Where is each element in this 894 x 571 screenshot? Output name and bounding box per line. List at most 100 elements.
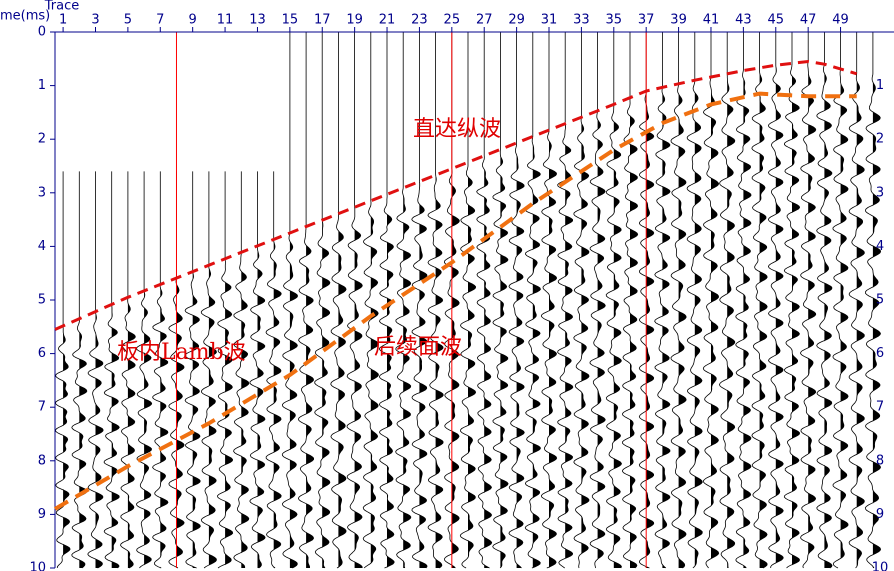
x-tick-label: 13	[249, 13, 266, 28]
annotation: 板内Lamb波	[117, 340, 246, 365]
y-tick-label: 4	[38, 239, 46, 254]
x-tick-label: 33	[573, 13, 590, 28]
y-tick-label: 0	[38, 25, 46, 40]
wiggle-fill	[630, 32, 638, 568]
wiggle-fill	[435, 32, 444, 568]
wiggle-trace	[249, 171, 266, 569]
wiggle-fill	[565, 32, 573, 568]
wiggle-trace	[136, 171, 153, 569]
wiggle-trace	[103, 171, 120, 569]
arrival-curve	[53, 91, 857, 511]
wiggle-trace	[427, 32, 444, 569]
wiggle-trace	[184, 171, 201, 569]
wiggle-fill	[694, 32, 703, 568]
x-tick-label: 45	[767, 13, 784, 28]
wiggle-fill	[484, 32, 492, 568]
annotation: 后续面波	[374, 335, 462, 360]
wiggle-trace	[411, 32, 428, 569]
x-tick-label: 27	[476, 13, 493, 28]
x-tick-label: 21	[379, 13, 396, 28]
wiggle-trace	[71, 171, 88, 569]
wiggle-fill	[111, 171, 120, 568]
y-tick-label: 10	[29, 561, 46, 571]
wiggle-fill	[144, 171, 152, 568]
wiggle-trace	[702, 32, 720, 569]
x-tick-label: 9	[189, 13, 197, 28]
wiggle-trace	[508, 32, 525, 569]
x-tick-label: 29	[508, 13, 525, 28]
wiggle-trace	[751, 32, 768, 569]
wiggle-fill	[79, 171, 87, 568]
x-tick-label: 25	[444, 13, 461, 28]
y-tick-label: 5	[38, 293, 46, 308]
wiggle-fill	[95, 171, 104, 568]
wiggle-fill	[208, 171, 217, 568]
wiggle-trace	[476, 32, 493, 569]
annotation: 直达纵波	[413, 117, 501, 142]
wiggle-trace	[686, 32, 703, 569]
wiggle-fill	[662, 32, 671, 568]
x-tick-label: 1	[59, 13, 67, 28]
wiggle-trace	[848, 32, 865, 569]
wiggle-trace	[557, 32, 574, 569]
y-tick-label-right: 2	[876, 132, 884, 147]
wiggle-fill	[63, 171, 71, 568]
y-tick-label-right: 10	[872, 561, 889, 571]
wiggle-trace	[621, 32, 639, 569]
wiggle-trace	[735, 32, 752, 569]
wiggle-fill	[872, 32, 881, 568]
wiggle-trace	[314, 32, 331, 569]
y-tick-label-right: 7	[876, 400, 884, 415]
wiggle-fill	[532, 32, 541, 568]
wiggle-trace	[297, 32, 314, 568]
wiggle-trace	[767, 32, 784, 568]
y-tick-label: 3	[38, 185, 46, 200]
wiggle-fill	[289, 32, 298, 568]
y-tick-label: 7	[38, 400, 46, 415]
y-axis-title: me(ms)	[0, 9, 50, 24]
x-axis-title: Trace	[44, 0, 80, 14]
wiggle-fill	[808, 32, 816, 568]
wiggle-trace	[233, 171, 250, 568]
wiggle-fill	[581, 32, 589, 568]
wiggle-trace	[330, 32, 347, 569]
wiggle-fill	[613, 32, 622, 568]
wiggle-fill	[856, 32, 865, 568]
wiggle-fill	[743, 32, 751, 568]
wiggle-trace	[670, 32, 687, 569]
wiggle-fill	[792, 32, 800, 568]
x-tick-label: 3	[91, 13, 99, 28]
wiggle-fill	[597, 32, 606, 568]
y-tick-label: 2	[38, 132, 46, 147]
x-tick-label: 31	[541, 13, 558, 28]
y-tick-label: 1	[38, 78, 46, 93]
wiggle-trace	[378, 32, 395, 569]
x-tick-label: 19	[346, 13, 363, 28]
wiggle-fill	[241, 171, 249, 568]
wiggle-trace	[540, 32, 558, 569]
x-tick-label: 39	[670, 13, 687, 28]
wiggle-fill	[775, 32, 784, 568]
wiggle-fill	[824, 32, 832, 568]
wiggle-trace	[120, 171, 136, 569]
wiggle-trace	[783, 32, 801, 569]
y-tick-label-right: 4	[876, 239, 884, 254]
x-tick-label: 37	[638, 13, 655, 28]
arrival-curve	[54, 59, 858, 331]
y-tick-label-right: 8	[876, 453, 884, 468]
wiggle-fill	[759, 32, 768, 568]
x-tick-label: 11	[217, 13, 234, 28]
wiggle-trace	[395, 32, 412, 569]
wiggle-fill	[192, 171, 201, 568]
wiggle-trace	[459, 32, 477, 569]
wiggle-trace	[265, 171, 282, 569]
x-tick-label: 43	[735, 13, 752, 28]
wiggle-fill	[451, 32, 460, 568]
x-tick-label: 17	[314, 13, 331, 28]
wiggle-fill	[516, 32, 525, 568]
y-tick-label-right: 9	[876, 507, 884, 522]
wiggle-fill	[160, 171, 168, 568]
wiggle-trace	[864, 32, 882, 569]
wiggle-trace	[281, 32, 299, 569]
